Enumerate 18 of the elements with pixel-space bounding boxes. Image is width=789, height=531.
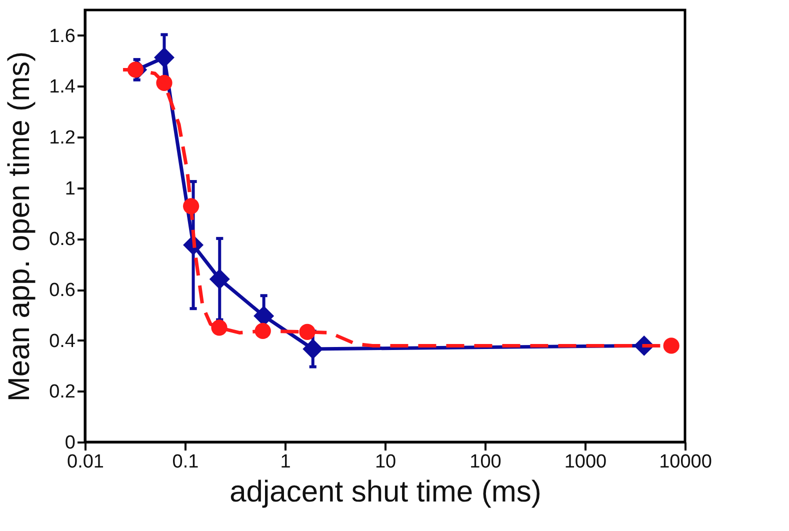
y-tick-label: 0.8 xyxy=(49,229,76,250)
y-tick-label: 1.6 xyxy=(49,26,76,47)
x-tick-label: 0.01 xyxy=(67,452,104,472)
y-tick-label: 1.2 xyxy=(49,128,76,149)
x-tick-label: 10000 xyxy=(659,452,712,472)
y-tick-label: 1.4 xyxy=(49,76,76,98)
y-tick-label: 0.6 xyxy=(49,280,76,302)
x-tick-label: 0.1 xyxy=(172,452,199,472)
y-tick-label: 0 xyxy=(64,432,76,454)
x-tick-label: 1 xyxy=(280,452,291,472)
y-tick-label: 1 xyxy=(64,178,76,200)
x-tick-label: 1000 xyxy=(564,452,607,472)
x-tick-label: 100 xyxy=(470,452,502,472)
y-axis-title: Mean app. open time (ms) xyxy=(3,51,36,402)
x-axis-title: adjacent shut time (ms) xyxy=(230,476,542,508)
y-tick-label: 0.4 xyxy=(49,330,76,352)
x-tick-label: 10 xyxy=(374,452,396,472)
y-tick-label: 0.2 xyxy=(49,382,76,403)
